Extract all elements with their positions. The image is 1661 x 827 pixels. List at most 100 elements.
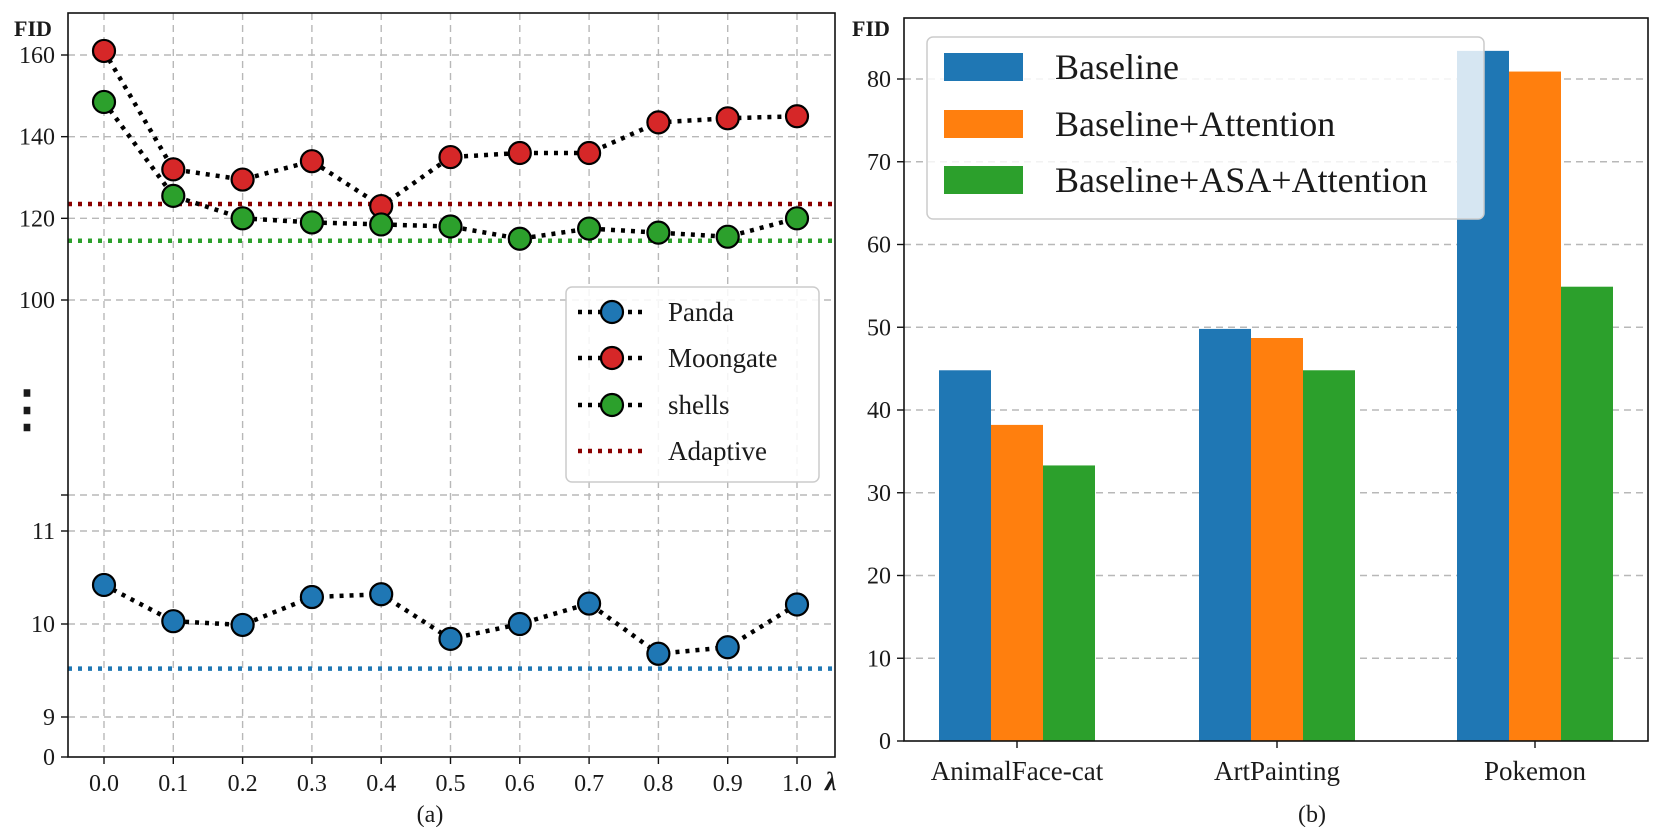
- y-tick-label: 70: [867, 150, 891, 176]
- tick-labels: 0 10 20 30 40 50 60 70 80 AnimalFace-cat ArtPainti…: [867, 67, 1586, 786]
- bars: [939, 50, 1613, 742]
- x-tick-label: AnimalFace-cat: [931, 756, 1104, 786]
- data-point-shells: [715, 224, 740, 249]
- y-tick-label: 160: [19, 43, 55, 69]
- data-point-shells: [507, 226, 532, 251]
- legend: Baseline Baseline+Attention Baseline+ASA+A…: [926, 36, 1485, 220]
- legend-marker: [599, 299, 625, 325]
- bar-baseline: [1199, 328, 1251, 741]
- data-point-moongate: [161, 157, 186, 182]
- x-tick-label: 0.9: [713, 771, 743, 797]
- data-point-moongate: [715, 106, 740, 131]
- legend-swatch: [944, 166, 1023, 194]
- data-point-panda: [299, 584, 324, 610]
- data-point-shells: [91, 89, 117, 115]
- legend-swatch: [944, 110, 1023, 138]
- data-point-shells: [299, 210, 324, 235]
- plot-frame: [67, 12, 836, 758]
- x-tick-label: 0.2: [228, 771, 258, 797]
- bar-baseline-asa-attention: [1561, 286, 1613, 741]
- data-point-moongate: [784, 104, 810, 129]
- data-point-moongate: [438, 144, 463, 170]
- x-tick-label: 0.8: [643, 771, 673, 797]
- y-tick-label: 120: [19, 206, 55, 232]
- y-tick-label: 60: [867, 233, 891, 259]
- x-tick-label: 1.0: [782, 771, 812, 797]
- y-tick-label: 10: [31, 612, 55, 638]
- data-point-moongate: [299, 149, 324, 174]
- x-axis-label: λ: [824, 767, 837, 796]
- axes: [897, 17, 1649, 748]
- data-point-moongate: [507, 140, 532, 166]
- axis-break-marker: ⋮: [2, 381, 52, 437]
- x-tick-label: 0.1: [158, 771, 188, 797]
- data-point-moongate: [576, 140, 602, 166]
- legend-marker: [599, 392, 625, 418]
- legend-label: Baseline+Attention: [1055, 104, 1335, 144]
- legend-marker: [599, 345, 625, 371]
- y-tick-label: 0: [879, 729, 891, 755]
- data-point-panda: [438, 626, 463, 651]
- series-line-moongate: [102, 49, 798, 209]
- data-point-moongate: [91, 38, 117, 64]
- bar-chart-panel-b: 0 10 20 30 40 50 60 70 80 AnimalFace-cat ArtPainti…: [852, 16, 1649, 827]
- y-tick-label: 80: [867, 67, 891, 93]
- y-tick-label: 40: [867, 398, 891, 424]
- x-tick-label: 0.4: [366, 771, 396, 797]
- y-tick-label: 10: [867, 646, 891, 672]
- bar-baseline-attention: [1251, 338, 1303, 741]
- legend-label: Adaptive: [668, 436, 767, 466]
- data-point-shells: [369, 212, 394, 237]
- legend-label: Moongate: [668, 343, 777, 373]
- y-tick-label: 30: [867, 481, 891, 507]
- data-point-panda: [715, 635, 740, 660]
- data-point-panda: [507, 611, 532, 637]
- data-point-moongate: [230, 167, 255, 192]
- data-point-panda: [369, 582, 394, 607]
- tick-labels: 0.0 0.1 0.2 0.3 0.4 0.5 0.6 0.7 0.8 0.9 1.0 0 9 10 11 1…: [19, 43, 812, 797]
- x-tick-label: 0.3: [297, 771, 327, 797]
- x-tick-label: 0.5: [436, 771, 466, 797]
- panel-label: (a): [417, 802, 444, 827]
- x-tick-label: 0.0: [89, 771, 119, 797]
- axes: [61, 12, 836, 764]
- legend-label: Baseline: [1055, 47, 1179, 87]
- bar-baseline-attention: [991, 424, 1043, 741]
- legend-label: shells: [668, 390, 730, 420]
- line-chart-panel-a: 0.0 0.1 0.2 0.3 0.4 0.5 0.6 0.7 0.8 0.9 1.0 0 9 10 11 1…: [2, 12, 837, 827]
- y-tick-label: 140: [19, 125, 55, 151]
- bar-baseline-asa-attention: [1043, 465, 1095, 741]
- data-point-panda: [161, 609, 186, 634]
- data-point-panda: [646, 641, 671, 666]
- data-point-panda: [784, 592, 810, 617]
- legend-box: [565, 286, 820, 483]
- legend-box: [926, 36, 1485, 220]
- data-point-panda: [576, 591, 602, 616]
- legend-label: Baseline+ASA+Attention: [1055, 160, 1428, 200]
- legend: Panda Moongate shells Adaptive: [565, 286, 820, 483]
- y-tick-label: 100: [19, 288, 55, 314]
- data-point-shells: [161, 183, 186, 208]
- legend-label: Panda: [668, 297, 734, 327]
- y-axis-label: FID: [14, 16, 52, 41]
- y-tick-label: 20: [867, 564, 891, 590]
- plot-frame: [903, 17, 1649, 742]
- panel-label: (b): [1298, 802, 1326, 827]
- adaptive-lines: [68, 201, 835, 671]
- data-point-panda: [230, 612, 255, 638]
- x-tick-label: Pokemon: [1484, 756, 1587, 786]
- y-tick-label: 9: [43, 705, 55, 731]
- data-point-shells: [646, 220, 671, 245]
- legend-swatch: [944, 53, 1023, 81]
- x-tick-label: 0.6: [505, 771, 535, 797]
- bar-baseline-asa-attention: [1303, 370, 1355, 741]
- data-point-shells: [438, 214, 463, 239]
- bar-baseline-attention: [1509, 71, 1561, 742]
- y-tick-label: 0: [43, 745, 55, 771]
- series-line-shells: [102, 100, 798, 242]
- bar-baseline: [939, 370, 991, 741]
- y-axis-label: FID: [852, 16, 890, 41]
- y-tick-label: 11: [32, 519, 55, 545]
- x-tick-label: 0.7: [574, 771, 604, 797]
